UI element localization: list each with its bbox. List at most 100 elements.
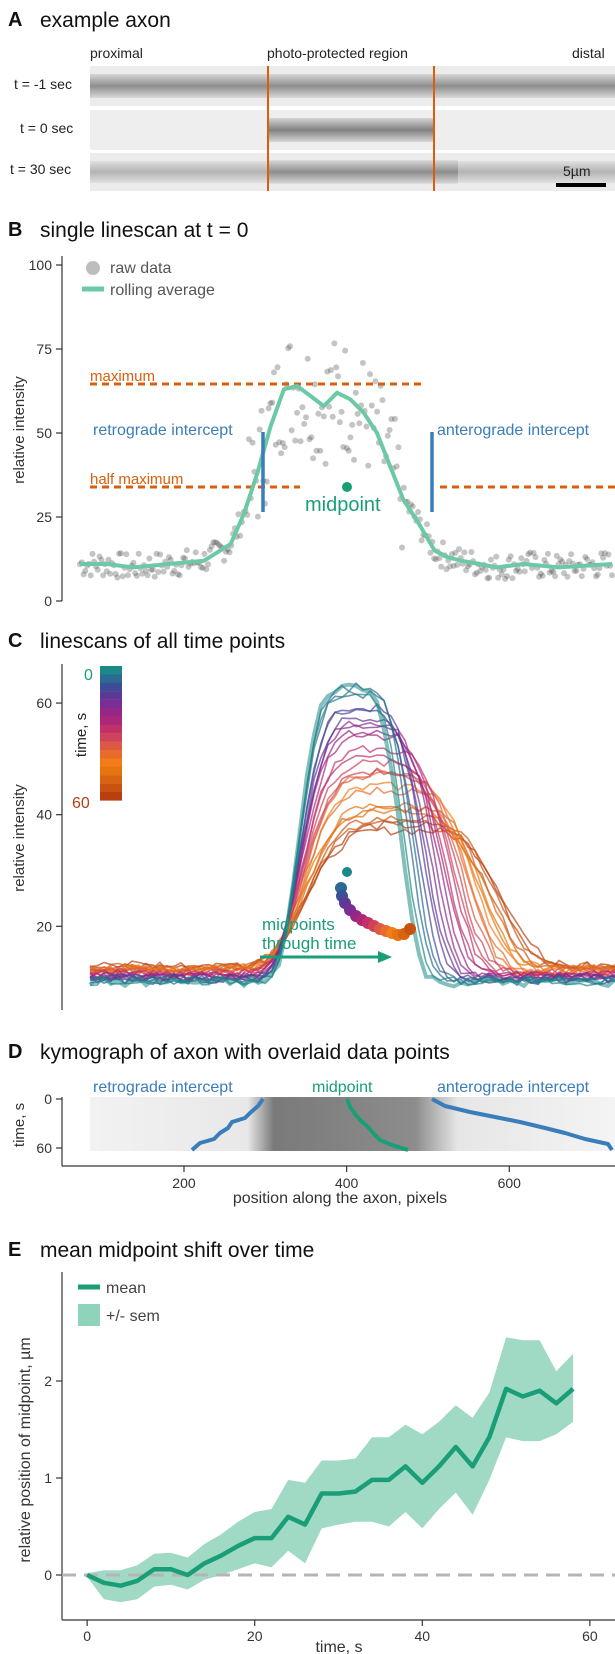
legend-raw-data-swatch bbox=[86, 261, 100, 275]
c-tick-label-40: 40 bbox=[36, 807, 52, 823]
panel-e: E mean midpoint shift over time 0 20 40 600… bbox=[8, 1239, 615, 1654]
e-y-tick-label-1: 1 bbox=[44, 1470, 52, 1486]
raw-data-point bbox=[352, 389, 359, 396]
raw-data-point bbox=[166, 554, 172, 561]
raw-data-point bbox=[559, 558, 566, 565]
midpoint-dot bbox=[404, 923, 416, 935]
raw-data-point bbox=[171, 567, 178, 574]
raw-data-point bbox=[80, 571, 87, 578]
c-tick-label-20: 20 bbox=[36, 918, 52, 934]
raw-data-point bbox=[160, 568, 167, 575]
raw-data-point bbox=[548, 567, 555, 574]
label-photo-protected-region: photo-protected region bbox=[267, 45, 408, 61]
raw-data-point bbox=[148, 566, 155, 573]
axon-band-row-3 bbox=[268, 160, 458, 184]
raw-data-point bbox=[183, 547, 190, 554]
colorbar-segment bbox=[100, 783, 122, 793]
raw-data-point bbox=[342, 347, 349, 354]
raw-data-point bbox=[103, 568, 110, 575]
raw-data-point bbox=[448, 551, 455, 558]
raw-data-point bbox=[169, 570, 176, 577]
raw-data-point bbox=[541, 557, 548, 563]
annot-arrow-head bbox=[378, 951, 392, 963]
c-tick-label-60: 60 bbox=[36, 695, 52, 711]
raw-data-point bbox=[335, 373, 341, 380]
raw-data-point bbox=[495, 574, 502, 581]
raw-data-point bbox=[561, 570, 567, 577]
raw-data-point bbox=[454, 561, 461, 568]
raw-data-point bbox=[210, 539, 217, 546]
raw-data-point bbox=[294, 409, 301, 416]
raw-data-point bbox=[235, 511, 242, 518]
raw-data-point bbox=[185, 563, 192, 570]
colorbar-segment bbox=[100, 699, 122, 709]
annot-through-time: through time bbox=[262, 934, 357, 953]
panel-e-x-label: time, s bbox=[315, 1639, 362, 1654]
raw-data-point bbox=[468, 549, 475, 555]
panel-c-y-label: relative intensity bbox=[11, 784, 28, 892]
panel-c-y-ticks: 20 40 60 bbox=[36, 695, 62, 934]
raw-data-point bbox=[391, 415, 398, 422]
raw-data-point bbox=[571, 567, 578, 574]
raw-data-point bbox=[301, 420, 308, 427]
raw-data-point bbox=[281, 444, 288, 451]
panel-c-title: linescans of all time points bbox=[40, 630, 285, 653]
raw-data-point bbox=[146, 555, 153, 562]
label-retrograde-intercept: retrograde intercept bbox=[93, 422, 233, 439]
raw-data-point bbox=[374, 408, 381, 415]
panel-b-y-ticks: 0 25 50 75 100 bbox=[29, 257, 62, 609]
raw-data-point bbox=[544, 550, 551, 557]
raw-data-point bbox=[553, 552, 560, 559]
raw-data-point bbox=[304, 355, 311, 362]
panel-e-title: mean midpoint shift over time bbox=[40, 1239, 314, 1262]
raw-data-point bbox=[132, 570, 139, 577]
raw-data-point bbox=[105, 556, 112, 563]
panel-b: B single linescan at t = 0 0 25 50 75 100 re… bbox=[8, 219, 615, 609]
b-tick-label-50: 50 bbox=[36, 425, 52, 441]
panel-d-y-label: time, s bbox=[11, 1103, 28, 1147]
raw-data-point bbox=[288, 427, 295, 434]
panel-a-title: example axon bbox=[40, 9, 171, 32]
raw-data-point bbox=[552, 573, 559, 580]
panel-d-ticks: 200 400 600 0 60 bbox=[36, 1091, 521, 1191]
raw-data-point bbox=[530, 550, 537, 556]
raw-data-point bbox=[198, 564, 204, 571]
raw-data-point bbox=[96, 553, 103, 560]
raw-data-point bbox=[267, 400, 274, 407]
d-y-tick-label-0: 0 bbox=[44, 1091, 52, 1107]
raw-data-point bbox=[584, 556, 591, 563]
row-label-t-0: t = 0 sec bbox=[20, 120, 73, 136]
axon-band-row-1 bbox=[90, 74, 615, 98]
raw-data-point bbox=[436, 555, 443, 561]
panel-e-letter: E bbox=[8, 1239, 21, 1261]
raw-data-point bbox=[484, 575, 491, 582]
raw-data-point bbox=[516, 568, 523, 575]
raw-data-point bbox=[221, 557, 228, 564]
panel-b-letter: B bbox=[8, 219, 22, 241]
kymo-label-retrograde: retrograde intercept bbox=[93, 1079, 233, 1096]
b-tick-label-100: 100 bbox=[29, 257, 53, 273]
raw-data-point bbox=[438, 563, 445, 570]
raw-data-point bbox=[415, 509, 422, 515]
raw-data-point bbox=[182, 555, 188, 562]
raw-data-point bbox=[532, 554, 539, 561]
raw-data-point bbox=[274, 364, 281, 371]
raw-data-point bbox=[593, 573, 599, 580]
raw-data-point bbox=[249, 439, 256, 446]
raw-data-point bbox=[310, 455, 317, 462]
raw-data-point bbox=[400, 484, 407, 491]
raw-data-point bbox=[142, 567, 149, 574]
raw-data-point bbox=[536, 573, 543, 580]
sem-band bbox=[87, 1337, 574, 1603]
raw-data-point bbox=[464, 563, 471, 570]
raw-data-point bbox=[349, 421, 356, 428]
raw-data-point bbox=[367, 371, 373, 378]
raw-data-point bbox=[507, 553, 514, 560]
e-x-tick-label-60: 60 bbox=[582, 1628, 598, 1644]
colorbar-segment bbox=[100, 775, 122, 784]
raw-data-point bbox=[388, 416, 395, 423]
raw-data-point bbox=[144, 572, 151, 579]
raw-data-point bbox=[272, 441, 279, 448]
panel-e-ticks: 0 20 40 60 0 1 2 bbox=[44, 1373, 598, 1644]
